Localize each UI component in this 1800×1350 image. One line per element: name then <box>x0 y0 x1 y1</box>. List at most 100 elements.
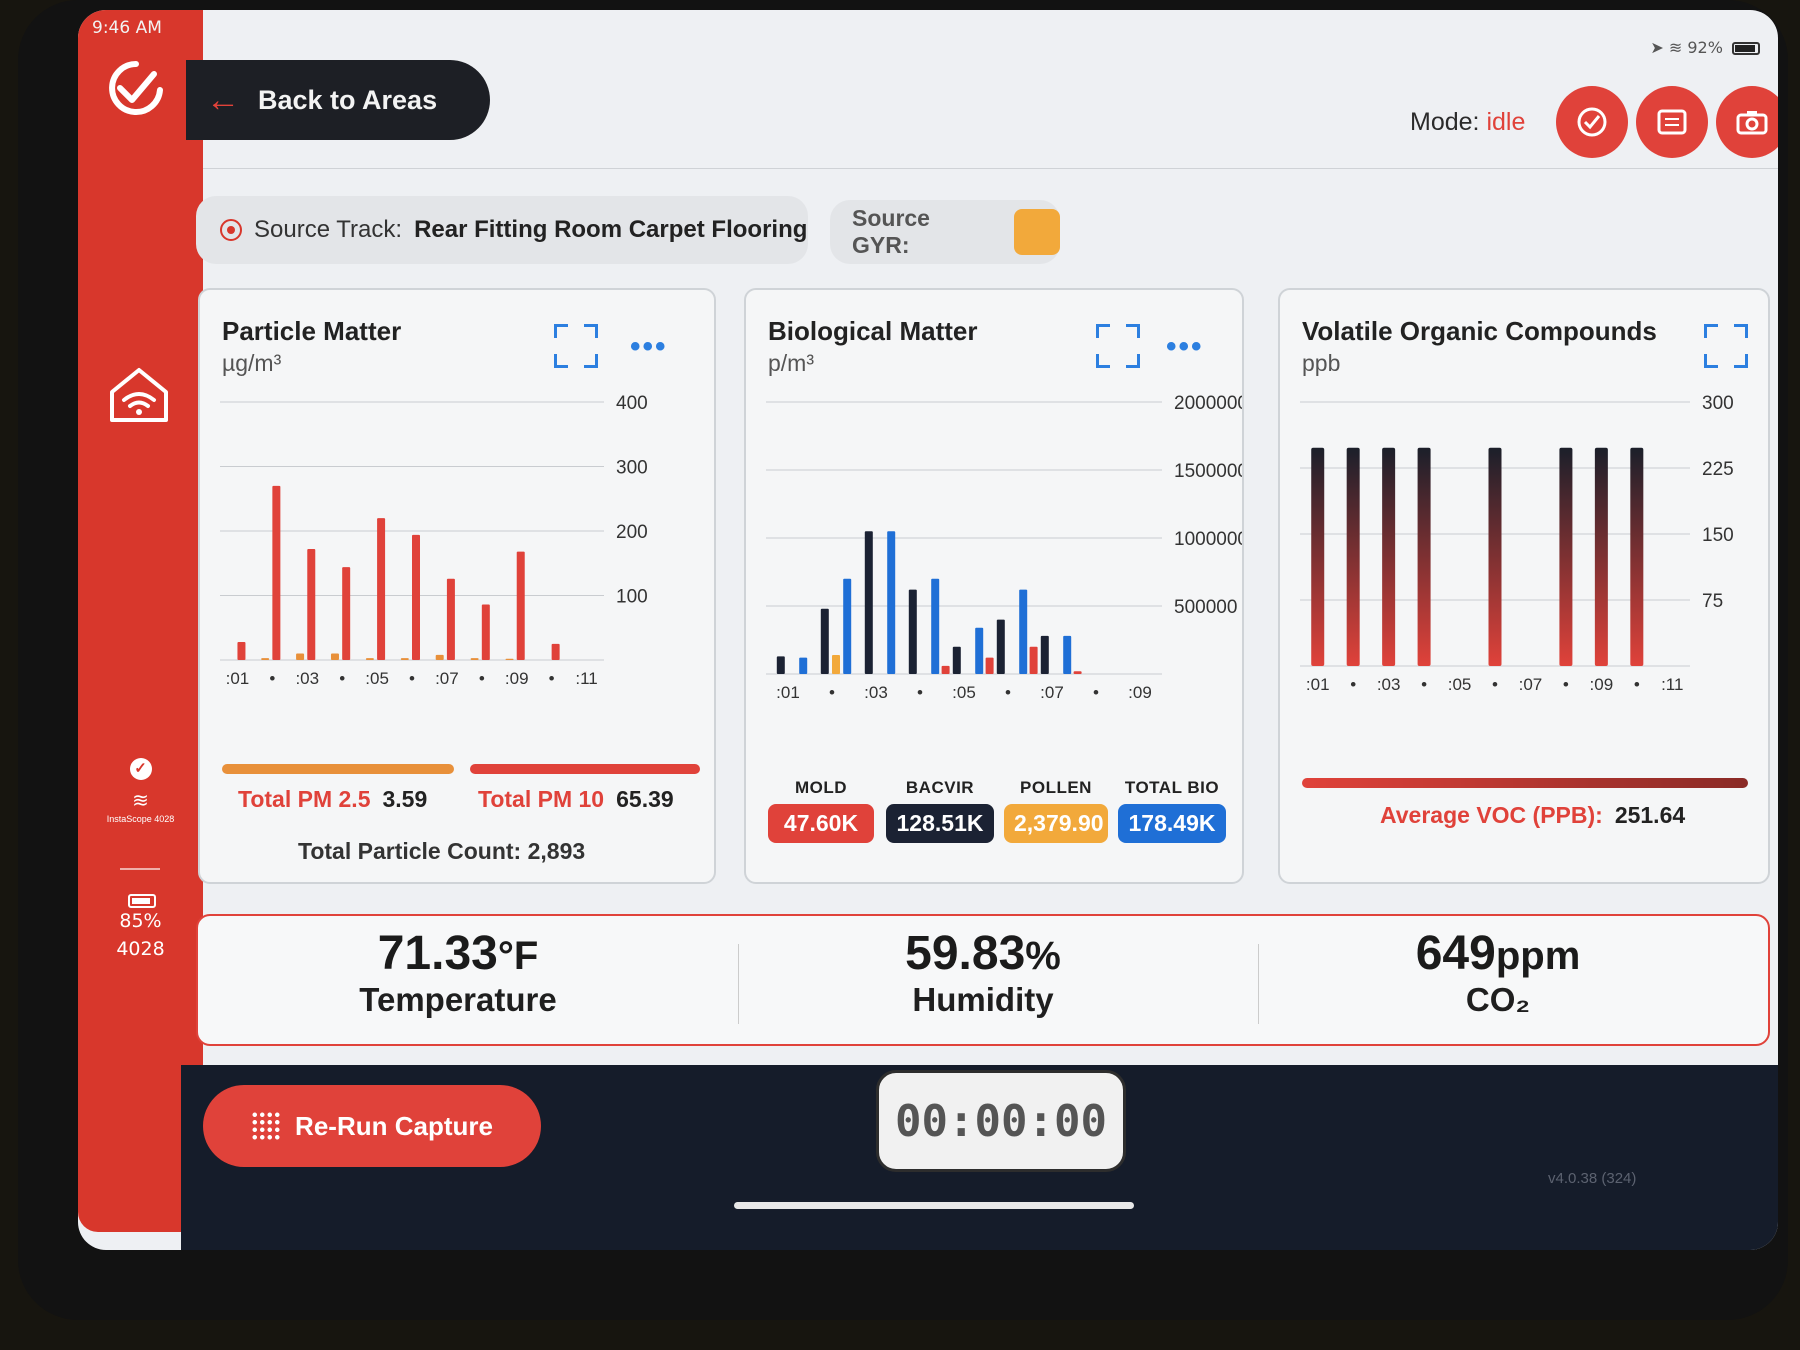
rerun-capture-button[interactable]: Re-Run Capture <box>203 1085 541 1167</box>
bio-badge-pollen: POLLEN 2,379.90 <box>1004 778 1108 843</box>
x-tick-label: :09 <box>1128 683 1152 702</box>
x-tick-label: :11 <box>1661 675 1683 694</box>
card-unit: p/m³ <box>768 350 814 376</box>
x-tick-label: :07 <box>1519 675 1543 694</box>
bar-bacvir <box>820 608 829 674</box>
humidity-label: Humidity <box>912 981 1054 1018</box>
bar-pm-10 <box>272 485 281 660</box>
bar-voc <box>1417 447 1431 666</box>
x-tick-label: :05 <box>952 683 976 702</box>
x-tick-label: • <box>1005 683 1011 702</box>
bar-pm-10 <box>412 534 420 660</box>
bar-bacvir <box>1040 635 1049 674</box>
source-track-value: Rear Fitting Room Carpet Flooring <box>414 216 808 243</box>
bar-total-bio <box>1063 635 1072 674</box>
camera-button[interactable] <box>1716 86 1778 158</box>
expand-icon[interactable] <box>1096 324 1140 368</box>
bar-bacvir <box>952 646 961 674</box>
expand-icon[interactable] <box>554 324 598 368</box>
particle-count-label: Total Particle Count: <box>298 838 522 864</box>
pm10-legend-bar <box>470 764 700 774</box>
bar-voc <box>1559 447 1573 666</box>
bar-pm-10 <box>446 578 455 660</box>
bio-badge-label: TOTAL BIO <box>1124 778 1220 797</box>
x-tick-label: • <box>829 683 835 702</box>
report-button[interactable] <box>1636 86 1708 158</box>
x-tick-label: • <box>1563 675 1569 694</box>
back-to-areas-button[interactable]: ← Back to Areas <box>186 60 490 140</box>
x-tick-label: • <box>1421 675 1427 694</box>
app-logo-icon[interactable] <box>106 58 166 124</box>
biological-chart: 500000 1000000 1500000 2000000:01 •:03 •:05 •:… <box>754 390 1242 720</box>
x-tick-label: :01 <box>776 683 800 702</box>
temperature-label: Temperature <box>359 981 557 1018</box>
y-tick-label: 300 <box>616 458 648 479</box>
confirm-button[interactable] <box>1556 86 1628 158</box>
env-divider <box>1258 944 1259 1024</box>
y-tick-label: 75 <box>1702 591 1723 612</box>
more-options-icon[interactable]: ••• <box>630 330 668 363</box>
x-tick-label: :01 <box>1306 675 1330 694</box>
bar-pm-10 <box>551 643 560 660</box>
card-title: Volatile Organic Compounds <box>1302 316 1657 346</box>
x-tick-label: • <box>1093 683 1099 702</box>
bio-badge-value: 2,379.90 <box>1004 804 1108 843</box>
x-tick-label: :09 <box>1590 675 1614 694</box>
x-tick-label: • <box>1634 675 1640 694</box>
bar-total-bio <box>887 531 896 674</box>
humidity-value: 59.83 <box>905 927 1026 980</box>
app-screen: 9:46 AM ➤ ≋ 92% ✓ ≋ InstaScope 4028 85% … <box>78 10 1778 1250</box>
card-unit: ppb <box>1302 350 1341 376</box>
bar-voc <box>1630 447 1644 666</box>
connection-ok-icon: ✓ <box>78 758 203 780</box>
gyr-status-swatch <box>1014 209 1060 255</box>
bar-bacvir <box>864 531 873 674</box>
x-tick-label: • <box>1492 675 1498 694</box>
y-tick-label: 400 <box>616 393 648 414</box>
check-circle-icon <box>1577 107 1607 137</box>
y-tick-label: 200 <box>616 522 648 543</box>
x-tick-label: :09 <box>505 669 529 688</box>
bar-total-bio <box>975 627 984 674</box>
chart-svg: 75 150 225 300:01 •:03 •:05 •:07 •:09 •:11 <box>1300 393 1734 694</box>
bar-total-bio <box>1019 589 1028 674</box>
bar-total-bio <box>799 657 808 674</box>
expand-icon[interactable] <box>1704 324 1748 368</box>
bar-pm-10 <box>377 518 386 660</box>
x-tick-label: :07 <box>435 669 459 688</box>
y-tick-label: 225 <box>1702 459 1734 480</box>
x-tick-label: :03 <box>864 683 888 702</box>
capture-dots-icon <box>251 1111 282 1141</box>
pm25-value: 3.59 <box>382 786 428 812</box>
bio-badge-total: TOTAL BIO 178.49K <box>1118 778 1226 843</box>
bio-badge-value: 178.49K <box>1118 804 1226 843</box>
x-tick-label: • <box>917 683 923 702</box>
capture-timer: 00:00:00 <box>876 1070 1126 1172</box>
tablet-frame: 9:46 AM ➤ ≋ 92% ✓ ≋ InstaScope 4028 85% … <box>18 0 1788 1320</box>
biological-matter-card: Biological Matter p/m³ ••• 500000 1000000… <box>744 288 1244 884</box>
home-wifi-icon[interactable] <box>106 362 172 428</box>
more-options-icon[interactable]: ••• <box>1166 330 1204 363</box>
bio-badge-mold: MOLD 47.60K <box>768 778 874 843</box>
chart-svg: 100 200 300 400:01 •:03 •:05 •:07 •:09 •:11 <box>220 393 648 688</box>
x-tick-label: :01 <box>226 669 250 688</box>
source-track-label: Source Track: <box>254 216 403 243</box>
battery-percent: 92% <box>1687 38 1723 57</box>
pm25-legend-bar <box>222 764 454 774</box>
humidity-unit: % <box>1025 934 1061 978</box>
bar-total-bio <box>843 578 852 674</box>
bar-pm-2.5 <box>261 658 270 660</box>
card-title: Particle Matter <box>222 316 402 346</box>
bar-pm-2.5 <box>330 653 339 660</box>
y-tick-label: 500000 <box>1174 597 1237 618</box>
y-tick-label: 1500000 <box>1174 461 1242 482</box>
source-track[interactable]: Source Track: Rear Fitting Room Carpet F… <box>196 196 808 264</box>
home-indicator[interactable] <box>734 1202 1134 1209</box>
co2-value: 649 <box>1415 927 1496 980</box>
pm10-value: 65.39 <box>616 786 674 812</box>
pm25-label: Total PM 2.5 <box>238 786 371 812</box>
bar-pm-2.5 <box>505 658 514 660</box>
x-tick-label: :05 <box>365 669 389 688</box>
particle-count-value: 2,893 <box>527 838 586 864</box>
temperature-value: 71.33 <box>377 927 498 980</box>
